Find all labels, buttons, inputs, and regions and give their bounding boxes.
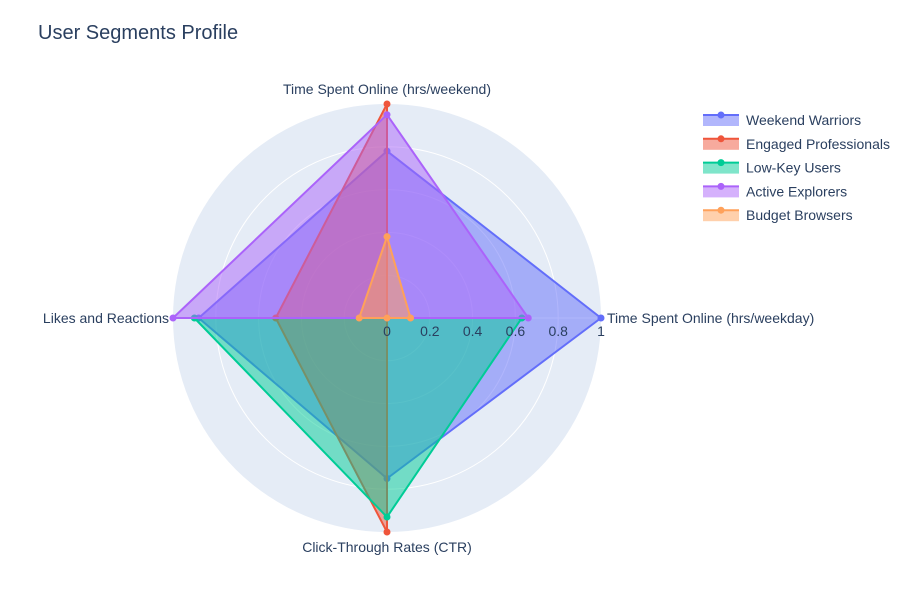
- legend-swatch-0: [703, 115, 739, 126]
- axis-label-layer: Time Spent Online (hrs/weekday) Time Spen…: [43, 81, 814, 555]
- legend-swatch-2: [703, 162, 739, 174]
- legend-swatch-4: [703, 210, 739, 222]
- axis-label-2: Likes and Reactions: [43, 310, 169, 326]
- data-point-4-0[interactable]: [407, 314, 415, 322]
- legend-label-3: Active Explorers: [746, 183, 847, 199]
- legend-item-4[interactable]: Budget Browsers: [703, 206, 853, 224]
- radial-tick-label: 0: [383, 323, 391, 339]
- legend-label-4: Budget Browsers: [746, 207, 853, 223]
- legend-swatch-1: [703, 138, 739, 150]
- legend-item-2[interactable]: Low-Key Users: [703, 159, 841, 176]
- legend-label-2: Low-Key Users: [746, 160, 841, 176]
- legend-marker-0: [717, 111, 725, 119]
- legend-marker-1: [717, 135, 725, 143]
- data-point-3-2[interactable]: [169, 314, 177, 322]
- tick-layer: 0 0.2 0.4 0.6 0.8 1: [383, 323, 605, 339]
- radial-tick-label: 0.6: [506, 323, 526, 339]
- series-layer: [169, 100, 605, 536]
- legend: Weekend Warriors Engaged Professionals Low…: [703, 111, 890, 224]
- radial-tick-label: 0.2: [420, 323, 440, 339]
- axis-label-3: Click-Through Rates (CTR): [302, 539, 472, 555]
- legend-marker-2: [717, 159, 725, 167]
- data-point-3-1[interactable]: [383, 111, 391, 119]
- data-point-4-1[interactable]: [383, 233, 391, 241]
- data-point-0-0[interactable]: [597, 314, 605, 322]
- data-point-1-1[interactable]: [383, 100, 391, 108]
- data-point-1-3[interactable]: [383, 528, 391, 536]
- axis-label-1: Time Spent Online (hrs/weekend): [283, 81, 491, 97]
- legend-label-0: Weekend Warriors: [746, 112, 861, 128]
- radial-tick-label: 0.4: [463, 323, 483, 339]
- data-point-4-3[interactable]: [383, 314, 391, 322]
- data-point-2-3[interactable]: [383, 513, 391, 521]
- data-point-3-0[interactable]: [524, 314, 532, 322]
- legend-swatch-3: [703, 186, 739, 198]
- data-point-4-2[interactable]: [355, 314, 363, 322]
- radial-tick-label: 1: [597, 323, 605, 339]
- chart-title: User Segments Profile: [38, 22, 238, 44]
- legend-label-1: Engaged Professionals: [746, 136, 890, 152]
- legend-marker-4: [717, 206, 725, 214]
- series-4: [355, 233, 415, 322]
- axis-label-0: Time Spent Online (hrs/weekday): [607, 310, 814, 326]
- legend-item-1[interactable]: Engaged Professionals: [703, 135, 890, 152]
- legend-item-3[interactable]: Active Explorers: [703, 182, 847, 200]
- radial-tick-label: 0.8: [548, 323, 568, 339]
- legend-item-0[interactable]: Weekend Warriors: [703, 111, 861, 129]
- legend-marker-3: [717, 182, 725, 190]
